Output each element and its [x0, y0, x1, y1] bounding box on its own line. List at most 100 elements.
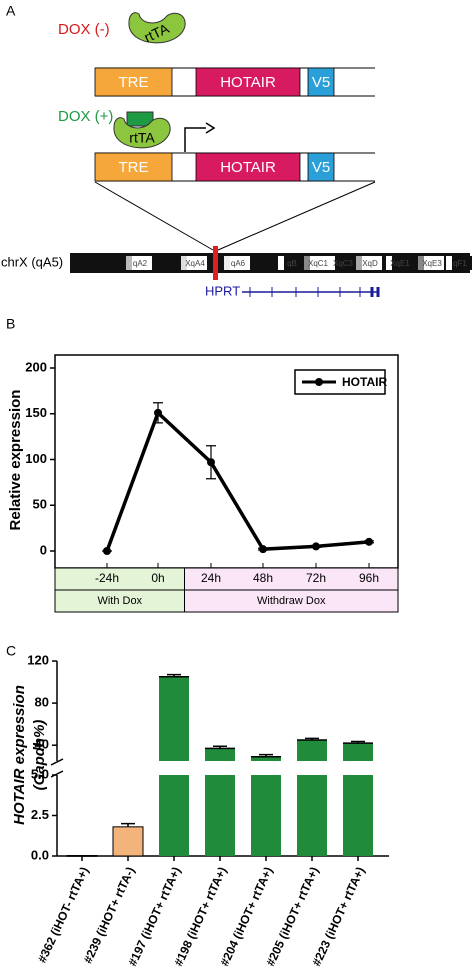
- chromosome-band: [356, 256, 382, 270]
- construct-element: [195, 152, 301, 182]
- chromosome-band: [181, 256, 207, 270]
- element-label: V5: [312, 159, 330, 176]
- zoom-line: [217, 181, 376, 251]
- y-tick-label: 2.5: [31, 807, 49, 822]
- y-tick-label: 100: [25, 451, 47, 466]
- y-axis-label: HOTAIR expression: [11, 685, 28, 825]
- y-tick-label: 40: [35, 737, 49, 752]
- chromosome-band: [418, 256, 444, 270]
- element-label: HOTAIR: [220, 159, 276, 176]
- locus-marker: [213, 246, 218, 280]
- chromosome-band-shade: [386, 256, 392, 270]
- y-tick-label: 200: [25, 359, 47, 374]
- y-tick-label: 120: [27, 652, 49, 667]
- chromosome-band-shade: [224, 256, 230, 270]
- error-bar: [213, 745, 227, 749]
- dox-minus: DOX (-): [58, 21, 110, 38]
- band-label: XqD: [362, 259, 378, 268]
- band-label: XqE3: [422, 259, 442, 268]
- data-point: [259, 545, 267, 554]
- rtta-protein: [113, 117, 171, 149]
- construct-element: [307, 67, 335, 97]
- chromosome-band-shade: [418, 256, 424, 270]
- chromosome-band-shade: [446, 256, 452, 270]
- chromosome-band-shade: [304, 256, 310, 270]
- bar-lower: [159, 775, 189, 856]
- chromosome-band-shade: [181, 256, 187, 270]
- bar-upper: [297, 739, 327, 761]
- gene-label: HPRT: [205, 283, 240, 298]
- band-label: qA6: [231, 259, 246, 268]
- data-point: [207, 458, 215, 467]
- bar-upper: [205, 748, 235, 761]
- bar-lower: [251, 775, 281, 856]
- group-label: Withdraw Dox: [257, 595, 326, 607]
- y-axis-label: Relative expression: [7, 390, 24, 531]
- bar-lower: [297, 775, 327, 856]
- zoom-line: [94, 181, 214, 251]
- bar-upper: [343, 743, 373, 761]
- construct-element: [307, 152, 335, 182]
- legend-marker: [315, 378, 323, 386]
- x-tick-label: #362 (iHOT- rtTA+): [35, 865, 92, 965]
- chromosome-band: [329, 256, 355, 270]
- y-tick-label: 5.0: [31, 766, 49, 781]
- error-bar: [305, 737, 319, 740]
- legend-box: [294, 369, 386, 395]
- error-bar: [259, 753, 273, 757]
- y-tick-label: 150: [25, 405, 47, 420]
- tss-arrow: [184, 127, 206, 152]
- chromosome-band-shade: [329, 256, 335, 270]
- bar: [66, 855, 98, 857]
- y-axis-label: (Gapdh%): [31, 720, 48, 791]
- chromosome-name: chrX (qA5): [1, 254, 63, 269]
- y-tick-label: 0: [40, 542, 47, 557]
- element-label: V5: [312, 74, 330, 91]
- bar: [112, 826, 144, 857]
- x-tick-label: 96h: [359, 571, 379, 585]
- data-point: [312, 542, 320, 551]
- y-tick-label: 50: [33, 497, 47, 512]
- error-bar: [351, 740, 365, 744]
- rtta-domain: [126, 111, 154, 127]
- chromosome-band-shade: [278, 256, 284, 270]
- x-tick-label: #223 (iHOT+ rtTA+): [309, 865, 367, 969]
- chromosome-band: [386, 256, 412, 270]
- rtta-protein: [128, 12, 186, 44]
- band-label: XqA4: [185, 259, 205, 268]
- x-tick-label: -24h: [95, 571, 119, 585]
- panel-label: A: [6, 3, 16, 19]
- y-tick-label: 0.0: [31, 847, 49, 862]
- band-label: qB: [287, 259, 297, 268]
- bar-upper: [159, 676, 189, 761]
- panel-label: C: [6, 643, 16, 659]
- band-label: qA2: [133, 259, 148, 268]
- error-bar: [167, 673, 181, 677]
- group-label: With Dox: [97, 595, 142, 607]
- element-label: TRE: [119, 159, 149, 176]
- element-label: HOTAIR: [220, 74, 276, 91]
- x-tick-label: #239 (iHOT+ rtTA-): [81, 865, 138, 966]
- chromosome-band: [224, 256, 250, 270]
- x-tick-label: 72h: [306, 571, 326, 585]
- dox-plus: DOX (+): [58, 108, 113, 125]
- chromosome-band: [304, 256, 330, 270]
- x-tick-label: 0h: [151, 571, 164, 585]
- chromosome-band: [278, 256, 304, 270]
- construct-element: [94, 152, 173, 182]
- bar-upper: [251, 756, 281, 761]
- chromosome-band-shade: [356, 256, 362, 270]
- y-tick-label: 80: [35, 695, 49, 710]
- chromosome-band: [446, 256, 472, 270]
- band-label: XqC1: [308, 259, 329, 268]
- tss-arrow-head: [205, 122, 216, 134]
- x-tick-label: 24h: [201, 571, 221, 585]
- data-point: [154, 408, 162, 417]
- data-point: [365, 537, 373, 546]
- element-label: TRE: [119, 74, 149, 91]
- x-tick-label: 48h: [253, 571, 273, 585]
- panel-label: B: [6, 316, 15, 332]
- data-point: [103, 547, 111, 555]
